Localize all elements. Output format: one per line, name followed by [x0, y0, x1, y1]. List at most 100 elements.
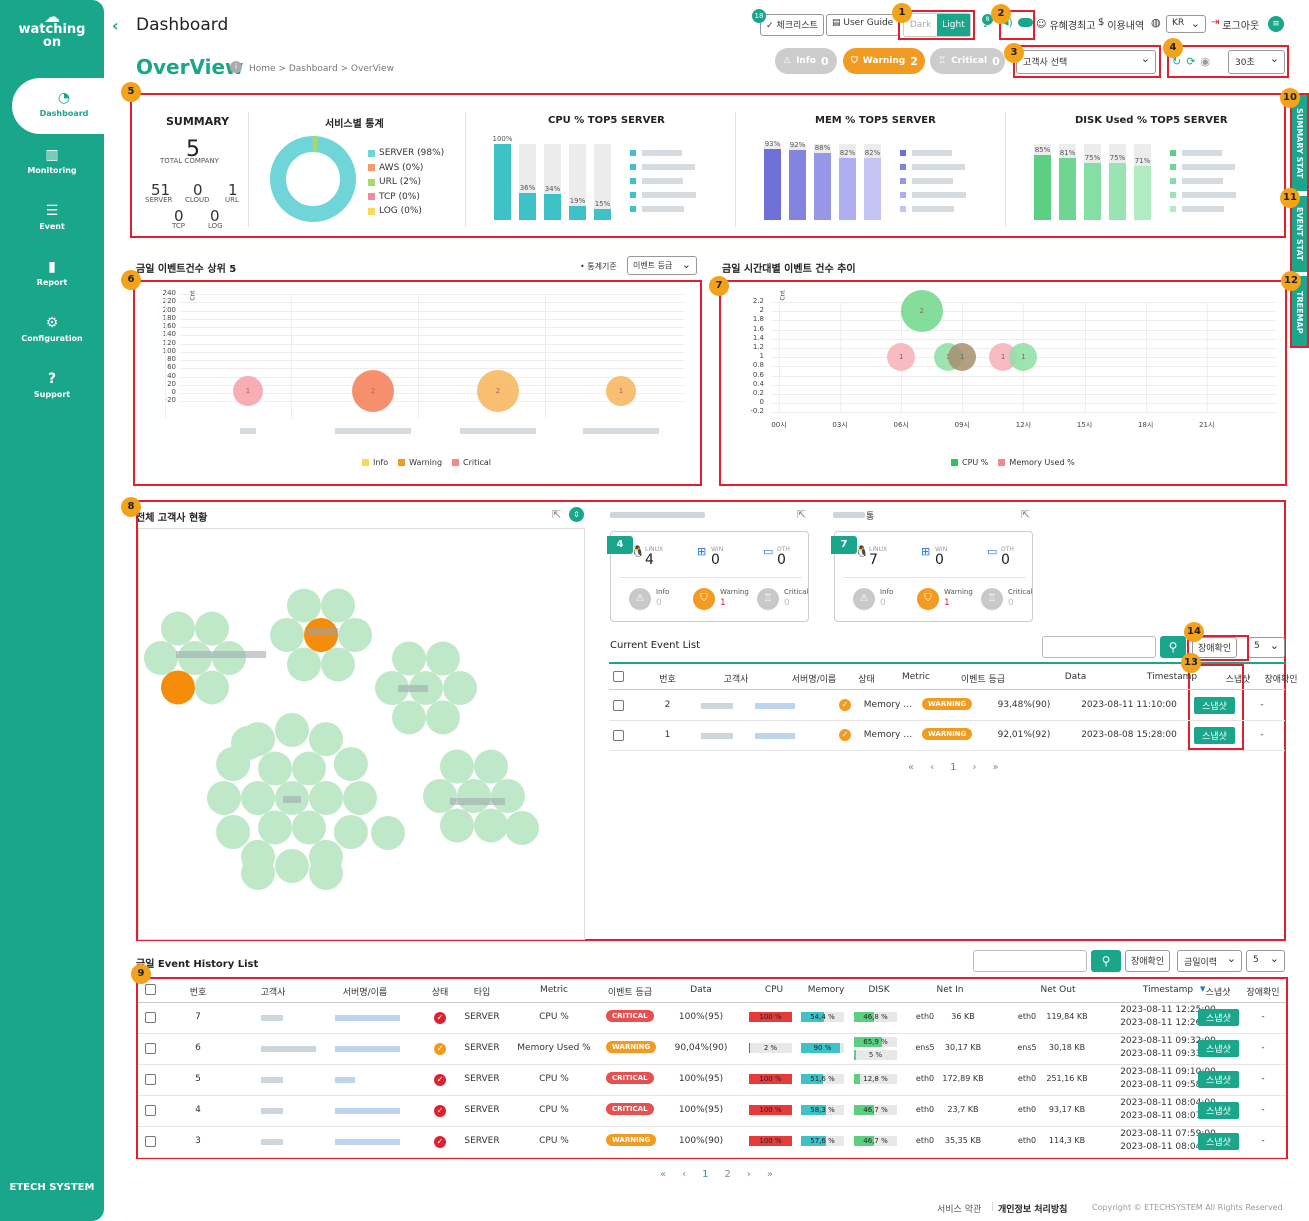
- server-name-redacted[interactable]: [335, 1015, 400, 1021]
- app-logo[interactable]: ☁ watching on: [0, 9, 104, 50]
- row-checkbox[interactable]: [145, 1012, 156, 1023]
- server-card[interactable]: 4 🐧 LINUX 4 ⊞ WIN 0 ▭ OTH 0 ⚠ Info 0 ⛉ Warning 1 ♖ Critic…: [607, 531, 809, 622]
- history-confirm-button[interactable]: 장애확인: [1125, 950, 1171, 972]
- export-icon[interactable]: ⇱: [1021, 508, 1031, 521]
- prev-page-icon[interactable]: ‹: [682, 1169, 687, 1180]
- privacy-link[interactable]: 개인정보 처리방침: [998, 1205, 1068, 1215]
- row-checkbox[interactable]: [613, 700, 624, 711]
- netout: 119,84 KB: [1046, 1012, 1088, 1021]
- theme-light-option[interactable]: Light: [937, 14, 970, 36]
- event-stat-tab[interactable]: EVENT STAT: [1290, 196, 1309, 272]
- criteria-select[interactable]: 이벤트 등급: [627, 256, 697, 275]
- table-row[interactable]: 5 ✓ SERVER CPU % CRITICAL 100%(95) 100 % 51,6 %…: [138, 1065, 1286, 1096]
- snapshot-button[interactable]: 스냅샷: [1198, 1071, 1239, 1088]
- page-number[interactable]: 2: [724, 1169, 731, 1180]
- customer-select[interactable]: 고객사 선택: [1016, 50, 1156, 74]
- table-row[interactable]: 6 ✓ SERVER Memory Used % WARNING 90,04%(90) 2 …: [138, 1034, 1286, 1065]
- server-name-redacted[interactable]: [755, 733, 795, 739]
- collapse-chevron-icon[interactable]: ‹: [112, 16, 119, 35]
- history-search-input[interactable]: [973, 950, 1087, 972]
- export-icon[interactable]: ⇱: [797, 508, 807, 521]
- prev-page-icon[interactable]: ‹: [930, 762, 935, 773]
- logout-link[interactable]: ⇥ 로그아웃: [1211, 17, 1259, 32]
- table-row[interactable]: 2 ✓ Memory … WARNING 93,48%(90) 2023-08-11 11…: [609, 691, 1285, 721]
- first-page-icon[interactable]: «: [660, 1169, 667, 1180]
- row-checkbox[interactable]: [145, 1074, 156, 1085]
- menu-icon[interactable]: ≡: [1268, 16, 1284, 32]
- select-all-checkbox[interactable]: [145, 984, 156, 995]
- theme-toggle[interactable]: Dark Light: [903, 13, 971, 37]
- auto-refresh-icon[interactable]: ⟳: [1186, 55, 1196, 68]
- page-number[interactable]: 1: [702, 1169, 709, 1180]
- server-name-redacted[interactable]: [335, 1077, 355, 1083]
- collapse-icon[interactable]: ⇕: [569, 507, 584, 522]
- snapshot-button[interactable]: 스냅샷: [1198, 1133, 1239, 1150]
- last-page-icon[interactable]: »: [766, 1169, 773, 1180]
- select-all-checkbox[interactable]: [613, 671, 624, 682]
- current-confirm-button[interactable]: 장애확인: [1192, 637, 1238, 658]
- current-events-search-input[interactable]: [1042, 636, 1156, 658]
- critical-status-pill[interactable]: ♖ Critical 0: [930, 48, 1005, 74]
- stop-icon[interactable]: ◉: [1200, 55, 1211, 68]
- table-row[interactable]: 3 ✓ SERVER CPU % WARNING 100%(90) 100 % 57,6 % 4…: [138, 1127, 1286, 1158]
- sidebar-item-support[interactable]: ? Support: [0, 371, 104, 399]
- grid-line-v: [418, 294, 419, 419]
- server-name-redacted[interactable]: [335, 1108, 400, 1114]
- snapshot-button[interactable]: 스냅샷: [1194, 727, 1235, 744]
- y-tick-label: 0: [171, 388, 176, 396]
- sidebar-item-dashboard[interactable]: ◔ Dashboard: [12, 78, 116, 134]
- metric-bar-track: 100 %: [749, 1074, 792, 1084]
- server-name-redacted[interactable]: [335, 1046, 400, 1052]
- table-row[interactable]: 7 ✓ SERVER CPU % CRITICAL 100%(95) 100 % 54,4 %…: [138, 1003, 1286, 1034]
- next-page-icon[interactable]: ›: [972, 762, 977, 773]
- row-checkbox[interactable]: [145, 1105, 156, 1116]
- sort-desc-icon[interactable]: ▼: [1200, 985, 1206, 993]
- treemap-tab[interactable]: TREEMAP: [1290, 276, 1309, 348]
- server-name-redacted[interactable]: [755, 703, 795, 709]
- row-checkbox[interactable]: [145, 1043, 156, 1054]
- sound-toggle[interactable]: [1018, 18, 1033, 27]
- warning-status-pill[interactable]: ⛉ Warning 2: [843, 48, 925, 74]
- history-page-size-select[interactable]: 5: [1246, 950, 1285, 972]
- search-icon[interactable]: ⚲: [1091, 950, 1121, 972]
- summary-stat-tab[interactable]: SUMMARY STAT: [1290, 95, 1309, 191]
- user-menu[interactable]: ☺ 유혜경최고: [1036, 17, 1095, 32]
- first-page-icon[interactable]: «: [908, 762, 915, 773]
- current-page-size-select[interactable]: 5: [1248, 637, 1285, 658]
- last-page-icon[interactable]: »: [992, 762, 999, 773]
- search-icon[interactable]: ⚲: [1160, 636, 1186, 658]
- snapshot-button[interactable]: 스냅샷: [1198, 1040, 1239, 1057]
- bar: [764, 149, 781, 220]
- column-header: Memory: [807, 985, 845, 995]
- info-status-pill[interactable]: ⚠ Info 0: [775, 48, 837, 74]
- sidebar-item-report[interactable]: ▮ Report: [0, 259, 104, 287]
- history-period-select[interactable]: 금일이력: [1177, 950, 1242, 972]
- snapshot-button[interactable]: 스냅샷: [1194, 697, 1235, 714]
- snapshot-button[interactable]: 스냅샷: [1198, 1009, 1239, 1026]
- table-row[interactable]: 1 ✓ Memory … WARNING 92,01%(92) 2023-08-08 15…: [609, 721, 1285, 751]
- sidebar-item-event[interactable]: ☰ Event: [0, 203, 104, 231]
- terms-link[interactable]: 서비스 약관: [937, 1205, 982, 1215]
- server-card[interactable]: 7 🐧 LINUX 7 ⊞ WIN 0 ▭ OTH 0 ⚠ Info 0 ⛉ Warning 1 ♖ Critic…: [831, 531, 1033, 622]
- usage-link[interactable]: $ 이용내역: [1098, 17, 1144, 32]
- sound-icon[interactable]: ◂): [1003, 16, 1013, 29]
- checklist-button[interactable]: ✓ 체크리스트: [760, 14, 824, 36]
- page-number[interactable]: 1: [950, 762, 957, 773]
- table-row[interactable]: 4 ✓ SERVER CPU % CRITICAL 100%(95) 100 % 58,3 %…: [138, 1096, 1286, 1127]
- refresh-interval-select[interactable]: 30초: [1228, 50, 1285, 74]
- server-bubble: [440, 749, 474, 784]
- export-icon[interactable]: ⇱: [552, 508, 562, 521]
- sidebar-item-configuration[interactable]: ⚙ Configuration: [0, 315, 104, 343]
- snapshot-button[interactable]: 스냅샷: [1198, 1102, 1239, 1119]
- next-page-icon[interactable]: ›: [746, 1169, 751, 1180]
- server-bubble: [275, 713, 309, 747]
- info-icon[interactable]: i: [230, 61, 242, 73]
- sidebar-item-monitoring[interactable]: ▥ Monitoring: [0, 147, 104, 175]
- row-checkbox[interactable]: [613, 730, 624, 741]
- row-checkbox[interactable]: [145, 1136, 156, 1147]
- language-select[interactable]: KR: [1166, 15, 1206, 33]
- refresh-icon[interactable]: ↻: [1172, 55, 1182, 68]
- theme-dark-option[interactable]: Dark: [909, 20, 932, 30]
- user-guide-button[interactable]: ▤ User Guide: [826, 14, 900, 36]
- server-name-redacted[interactable]: [335, 1139, 400, 1145]
